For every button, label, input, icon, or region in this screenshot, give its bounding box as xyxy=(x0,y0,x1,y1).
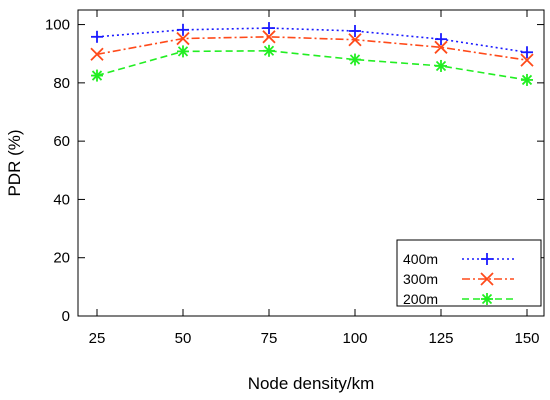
data-point-300m-50 xyxy=(176,31,190,46)
y-tick-label: 20 xyxy=(53,250,70,267)
data-point-300m-150 xyxy=(520,53,534,67)
plot-frame xyxy=(77,9,545,317)
legend-marker-300m xyxy=(480,272,494,286)
y-tick-label: 60 xyxy=(53,133,70,150)
data-point-400m-25 xyxy=(91,30,103,43)
legend-box xyxy=(396,239,542,307)
data-point-200m-125 xyxy=(435,59,447,72)
y-tick-label: 40 xyxy=(53,191,70,208)
data-point-300m-75 xyxy=(262,30,276,44)
data-point-200m-75 xyxy=(263,44,275,57)
data-point-300m-125 xyxy=(434,40,448,54)
data-point-200m-25 xyxy=(91,69,103,82)
data-point-300m-25 xyxy=(90,47,104,61)
data-point-400m-75 xyxy=(263,22,275,35)
legend-label-300m: 300m xyxy=(403,271,438,287)
y-axis-title: PDR (%) xyxy=(5,129,24,196)
legend-marker-400m xyxy=(481,253,493,265)
legend-label-400m: 400m xyxy=(403,251,438,267)
data-point-200m-150 xyxy=(521,73,533,86)
y-tick-label: 100 xyxy=(45,17,70,34)
data-point-200m-100 xyxy=(349,53,361,66)
x-axis-title: Node density/km xyxy=(248,374,375,393)
x-tick-label: 50 xyxy=(175,330,192,347)
data-point-400m-150 xyxy=(521,46,533,59)
y-tick-label: 80 xyxy=(53,75,70,92)
x-tick-label: 75 xyxy=(261,330,278,347)
series-line-400m xyxy=(96,27,528,54)
axis-ticks: 0 20 40 60 80 100 25 50 75 100 125 150 xyxy=(45,10,544,347)
legend-marker-200m xyxy=(481,293,493,305)
data-point-400m-50 xyxy=(177,23,189,36)
x-tick-label: 150 xyxy=(514,330,539,347)
data-point-200m-50 xyxy=(177,45,189,58)
series-layer xyxy=(90,22,534,86)
data-point-400m-100 xyxy=(349,24,361,37)
legend-label-200m: 200m xyxy=(403,291,438,307)
y-tick-label: 0 xyxy=(62,308,70,325)
x-tick-label: 100 xyxy=(342,330,367,347)
legend: 400m 300m 200m xyxy=(396,239,542,307)
data-point-400m-125 xyxy=(435,33,447,46)
series-line-200m xyxy=(96,49,528,81)
data-point-300m-100 xyxy=(348,33,362,47)
x-tick-label: 125 xyxy=(428,330,453,347)
x-tick-label: 25 xyxy=(89,330,106,347)
